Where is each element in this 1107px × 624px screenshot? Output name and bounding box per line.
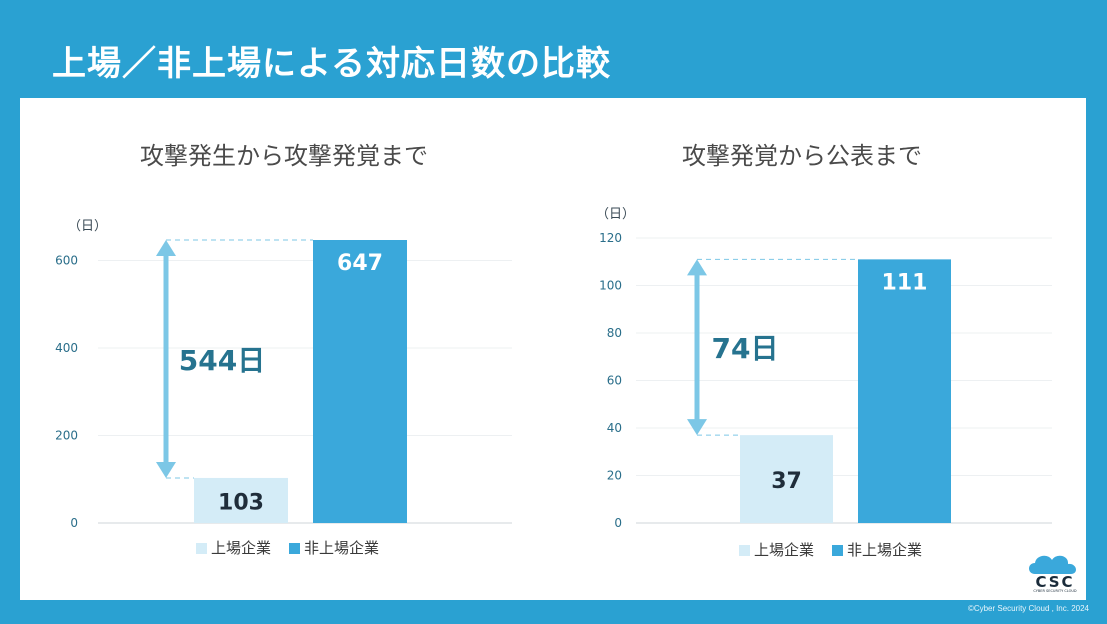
cloud-icon	[1029, 555, 1077, 574]
slide-title: 上場／非上場による対応日数の比較	[52, 44, 611, 84]
legend-swatch-unlisted	[289, 543, 300, 554]
legend-swatch-listed	[196, 543, 207, 554]
y-tick-label: 60	[607, 374, 622, 388]
y-axis-unit: （日）	[68, 219, 107, 234]
logo-text: CSC	[1035, 573, 1075, 591]
logo-subtext: CYBER SECURITY CLOUD	[1033, 589, 1077, 593]
arrow-head-down-icon	[687, 419, 707, 436]
legend-label: 上場企業	[754, 541, 814, 559]
y-tick-label: 20	[607, 469, 622, 483]
bar-unlisted	[313, 240, 407, 523]
y-tick-label: 40	[607, 421, 622, 435]
y-axis-unit: （日）	[596, 207, 635, 222]
data-label: 111	[882, 270, 928, 295]
difference-label: 74日	[712, 332, 779, 365]
legend-swatch-listed	[739, 545, 750, 556]
arrow-head-up-icon	[687, 259, 707, 276]
y-tick-label: 0	[70, 516, 78, 530]
chart-title: 攻撃発覚から公表まで	[682, 142, 922, 170]
bar-listed	[194, 477, 288, 523]
bar-listed	[740, 435, 833, 523]
legend-swatch-unlisted	[832, 545, 843, 556]
difference-label: 544日	[179, 344, 265, 377]
y-tick-label: 80	[607, 326, 622, 340]
y-tick-label: 0	[614, 516, 622, 530]
y-tick-label: 600	[55, 254, 78, 268]
data-label: 103	[218, 490, 264, 515]
chart-title: 攻撃発生から攻撃発覚まで	[140, 142, 428, 170]
y-tick-label: 200	[55, 429, 78, 443]
legend-label: 上場企業	[211, 539, 271, 557]
chart-detection-time: 攻撃発生から攻撃発覚まで（日）0200400600103647544日上場企業非…	[55, 142, 1052, 559]
arrow-head-up-icon	[156, 240, 176, 256]
data-label: 647	[337, 251, 383, 276]
y-tick-label: 120	[599, 231, 622, 245]
bar-unlisted	[858, 259, 951, 523]
copyright-text: ©Cyber Security Cloud , Inc. 2024	[967, 604, 1089, 613]
content-panel: 攻撃発生から攻撃発覚まで （日） 0 200 400 600 103 647 544日 上場企業非…	[20, 98, 1086, 600]
y-tick-label: 100	[599, 279, 622, 293]
csc-logo	[1029, 555, 1077, 574]
legend-label: 非上場企業	[847, 541, 922, 559]
data-label: 37	[771, 469, 802, 494]
y-tick-label: 400	[55, 341, 78, 355]
legend-label: 非上場企業	[304, 539, 379, 557]
arrow-head-down-icon	[156, 461, 176, 478]
